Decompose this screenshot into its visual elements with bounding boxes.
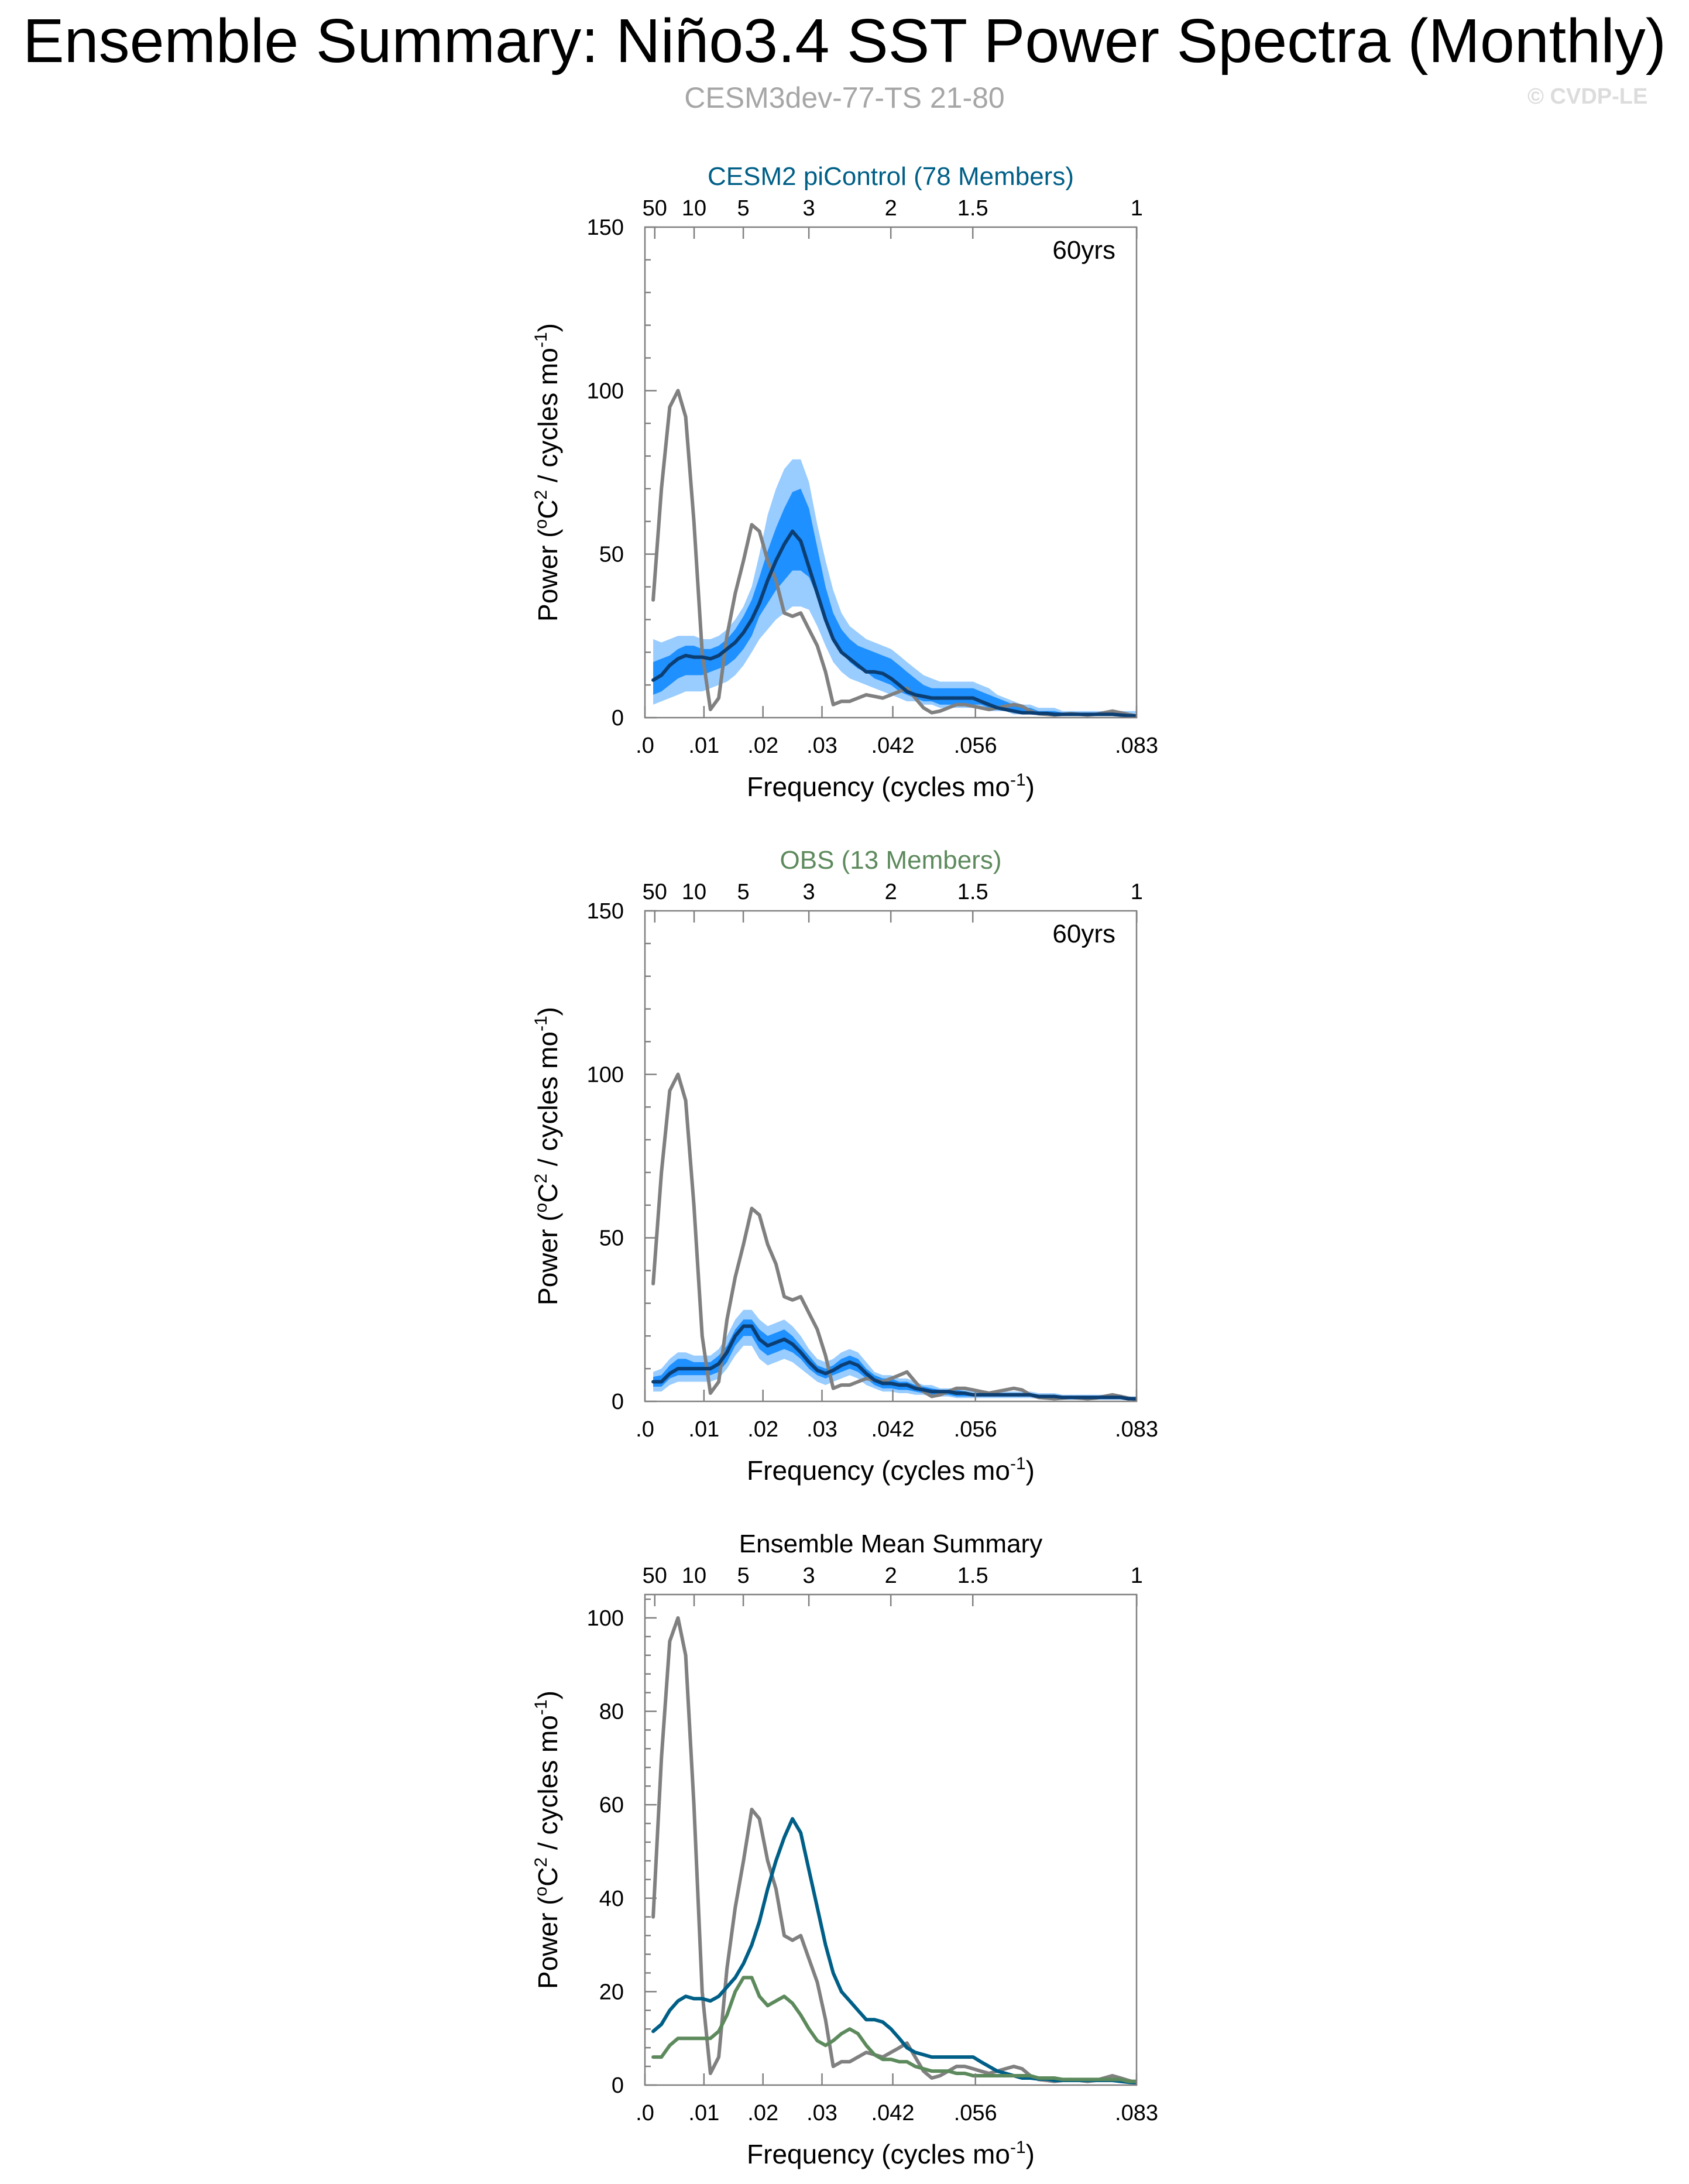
y-tick-label: 0	[612, 706, 624, 731]
period-tick-label: 2	[885, 196, 897, 221]
x-tick-label: .03	[806, 733, 837, 758]
y-tick-label: 40	[599, 1887, 624, 1911]
y-tick-label: 0	[612, 1390, 624, 1414]
period-annotation: 60yrs	[1052, 236, 1115, 265]
plot-frame	[644, 1593, 1138, 2086]
period-tick-label: 2	[885, 1564, 897, 1588]
spread-band-inner	[653, 488, 1137, 716]
y-tick-label: 100	[587, 1062, 624, 1087]
period-tick-label: 3	[803, 196, 815, 221]
series-line-mean	[651, 529, 1137, 718]
x-axis-label: Frequency (cycles mo-1)	[747, 770, 1035, 802]
x-tick-label: .0	[636, 733, 654, 758]
y-tick-label: 60	[599, 1793, 624, 1818]
page-title: Ensemble Summary: Niño3.4 SST Power Spec…	[22, 6, 1667, 76]
y-tick-label: 50	[599, 1226, 624, 1251]
period-annotation: 60yrs	[1052, 920, 1115, 948]
x-tick-label: .02	[747, 1417, 778, 1442]
x-tick-label: .083	[1115, 733, 1158, 758]
x-tick-label: .01	[688, 2101, 719, 2125]
y-tick-label: 50	[599, 543, 624, 567]
x-tick-label: .0	[636, 2101, 654, 2125]
y-tick-label: 150	[587, 899, 624, 924]
y-tick-label: 20	[599, 1980, 624, 2004]
x-tick-label: .042	[871, 2101, 915, 2125]
y-tick-label: 100	[587, 379, 624, 403]
x-tick-label: .03	[806, 1417, 837, 1442]
y-tick-label: 150	[587, 215, 624, 240]
period-tick-label: 1.5	[957, 880, 988, 904]
y-tick-label: 0	[612, 2073, 624, 2098]
plot-frame	[644, 910, 1138, 1403]
period-tick-label: 3	[803, 880, 815, 904]
x-tick-label: .042	[871, 733, 915, 758]
x-axis-label: Frequency (cycles mo-1)	[747, 2138, 1035, 2169]
series-line-gray	[651, 1072, 1137, 1401]
x-tick-label: .056	[954, 2101, 997, 2125]
period-tick-label: 50	[643, 196, 667, 221]
period-tick-label: 5	[737, 1564, 749, 1588]
y-tick-label: 80	[599, 1700, 624, 1724]
spread-band-inner	[653, 1319, 1137, 1400]
period-tick-label: 10	[682, 1564, 706, 1588]
x-tick-label: .01	[688, 733, 719, 758]
plot-area	[651, 1616, 1137, 2084]
period-tick-label: 1.5	[957, 196, 988, 221]
x-tick-label: .056	[954, 733, 997, 758]
period-tick-label: 5	[737, 880, 749, 904]
page-subtitle: CESM3dev-77-TS 21-80	[684, 81, 1005, 114]
series-line-mean	[651, 1324, 1137, 1401]
period-tick-label: 1.5	[957, 1564, 988, 1588]
x-tick-label: .02	[747, 733, 778, 758]
period-tick-label: 50	[643, 1564, 667, 1588]
panel-title: Ensemble Mean Summary	[739, 1530, 1042, 1558]
y-axis-label: Power (oC2 / cycles mo-1)	[531, 323, 563, 622]
spread-band-outer	[653, 1309, 1137, 1401]
period-tick-label: 3	[803, 1564, 815, 1588]
chart-panel-1: 0 50 100 150 .0 .01 .02 .03 .042 .056 .083 50 10 5 3 2 1…	[531, 162, 1158, 802]
plot-area	[651, 1072, 1137, 1401]
x-tick-label: .01	[688, 1417, 719, 1442]
x-tick-label: .042	[871, 1417, 915, 1442]
x-tick-label: .083	[1115, 1417, 1158, 1442]
panel-title: CESM2 piControl (78 Members)	[708, 162, 1074, 191]
y-axis-label: Power (oC2 / cycles mo-1)	[531, 1007, 563, 1305]
panel-title: OBS (13 Members)	[780, 846, 1002, 875]
x-tick-label: .083	[1115, 2101, 1158, 2125]
x-tick-label: .02	[747, 2101, 778, 2125]
x-tick-label: .03	[806, 2101, 837, 2125]
period-tick-label: 10	[682, 196, 706, 221]
series-line-gray	[651, 1616, 1137, 2084]
chart-panel-2: 0 50 100 150 .0 .01 .02 .03 .042 .056 .083 50 10 5 3 2 1…	[531, 846, 1158, 1486]
period-tick-label: 1	[1131, 1564, 1143, 1588]
period-tick-label: 2	[885, 880, 897, 904]
period-tick-label: 50	[643, 880, 667, 904]
y-axis-label: Power (oC2 / cycles mo-1)	[531, 1691, 563, 1989]
copyright-watermark: © CVDP-LE	[1527, 84, 1648, 109]
period-tick-label: 5	[737, 196, 749, 221]
series-line-model	[651, 1817, 1137, 2084]
period-tick-label: 1	[1131, 196, 1143, 221]
chart-panel-3: 0 20 40 60 80 100 .0 .01 .02 .03 .042 .056 .083 50 10 5…	[531, 1530, 1158, 2169]
plot-area	[651, 389, 1137, 718]
series-line-obs	[651, 1976, 1137, 2083]
x-tick-label: .0	[636, 1417, 654, 1442]
x-tick-label: .056	[954, 1417, 997, 1442]
spread-band-outer	[653, 459, 1137, 716]
period-tick-label: 10	[682, 880, 706, 904]
x-axis-label: Frequency (cycles mo-1)	[747, 1454, 1035, 1486]
period-tick-label: 1	[1131, 880, 1143, 904]
y-tick-label: 100	[587, 1606, 624, 1631]
